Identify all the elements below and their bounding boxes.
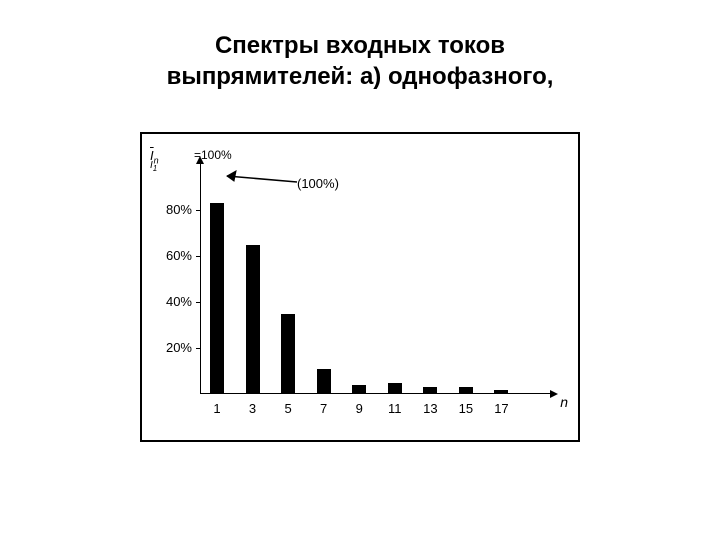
y-tick [196,256,200,257]
x-tick-label: 13 [418,401,442,416]
bar [494,390,508,395]
y-tick-label: 40% [152,294,192,309]
x-tick-label: 7 [312,401,336,416]
bar [423,387,437,394]
bar [388,383,402,395]
y-axis-arrow-icon [196,156,204,164]
x-tick-label: 11 [383,401,407,416]
x-tick-label: 3 [241,401,265,416]
y-axis-title: In I1 [150,148,159,166]
y-tick [196,210,200,211]
y-tick-label: 20% [152,340,192,355]
x-tick-label: 1 [205,401,229,416]
y-axis [200,164,201,394]
y-tick [196,348,200,349]
chart-plot-area: 20%40%60%80% 1357911131517 [200,164,550,394]
title-line-2: выпрямителей: а) однофазного, [167,63,554,90]
y-tick-label: 80% [152,202,192,217]
x-axis-title: n [560,394,568,410]
bar [459,387,473,394]
y-tick-label: 60% [152,248,192,263]
x-tick-label: 9 [347,401,371,416]
bar [246,245,260,395]
x-tick-label: 17 [489,401,513,416]
chart-frame: In I1 =100% (100%) 20%40%60%80% 13579111… [140,132,580,442]
bar [210,203,224,394]
x-axis-arrow-icon [550,390,558,398]
bar [352,385,366,394]
bar [281,314,295,395]
x-tick-label: 15 [454,401,478,416]
bar [317,369,331,394]
y-tick [196,302,200,303]
chart-title: Спектры входных токов выпрямителей: а) о… [167,30,554,92]
x-tick-label: 5 [276,401,300,416]
title-line-1: Спектры входных токов [215,32,505,59]
